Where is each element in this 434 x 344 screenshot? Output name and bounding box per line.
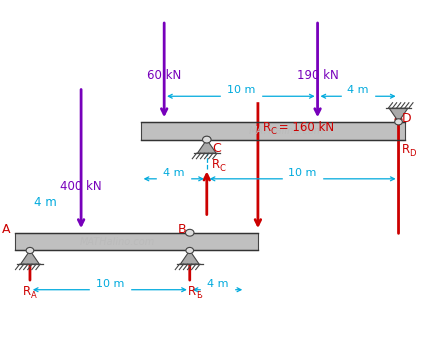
Text: 60 kN: 60 kN	[147, 68, 181, 82]
Text: R: R	[23, 285, 31, 298]
Circle shape	[203, 137, 210, 143]
Text: 4 m: 4 m	[207, 279, 228, 289]
Text: = 160 kN: = 160 kN	[275, 121, 334, 134]
Text: 4 m: 4 m	[34, 195, 57, 208]
Text: 4 m: 4 m	[163, 168, 184, 178]
Text: A: A	[31, 291, 37, 300]
Text: 190 kN: 190 kN	[297, 68, 339, 82]
Text: D: D	[410, 149, 416, 159]
Circle shape	[186, 247, 194, 254]
Polygon shape	[181, 250, 199, 264]
Bar	[15, 233, 258, 250]
Text: MATHalino.com: MATHalino.com	[79, 237, 155, 247]
Circle shape	[203, 136, 211, 143]
Circle shape	[26, 247, 34, 254]
Text: MATHalino.com: MATHalino.com	[248, 126, 324, 136]
Text: B: B	[178, 223, 186, 236]
Bar	[141, 122, 405, 140]
Polygon shape	[20, 250, 39, 264]
Polygon shape	[197, 140, 216, 153]
Text: C: C	[271, 127, 276, 136]
Text: R: R	[402, 143, 410, 156]
Text: B: B	[197, 291, 203, 300]
Text: 10 m: 10 m	[227, 85, 255, 95]
Text: C: C	[220, 164, 225, 173]
Text: 10 m: 10 m	[95, 279, 124, 289]
Text: R: R	[188, 285, 196, 298]
Text: R: R	[263, 121, 271, 134]
Polygon shape	[389, 108, 408, 122]
Text: A: A	[2, 223, 11, 236]
Text: D: D	[402, 112, 411, 125]
Text: 4 m: 4 m	[347, 85, 369, 95]
Text: C: C	[212, 142, 220, 154]
Circle shape	[185, 229, 194, 236]
Circle shape	[395, 119, 402, 125]
Text: R: R	[212, 158, 220, 171]
Text: 10 m: 10 m	[289, 168, 317, 178]
Text: 400 kN: 400 kN	[60, 181, 102, 193]
